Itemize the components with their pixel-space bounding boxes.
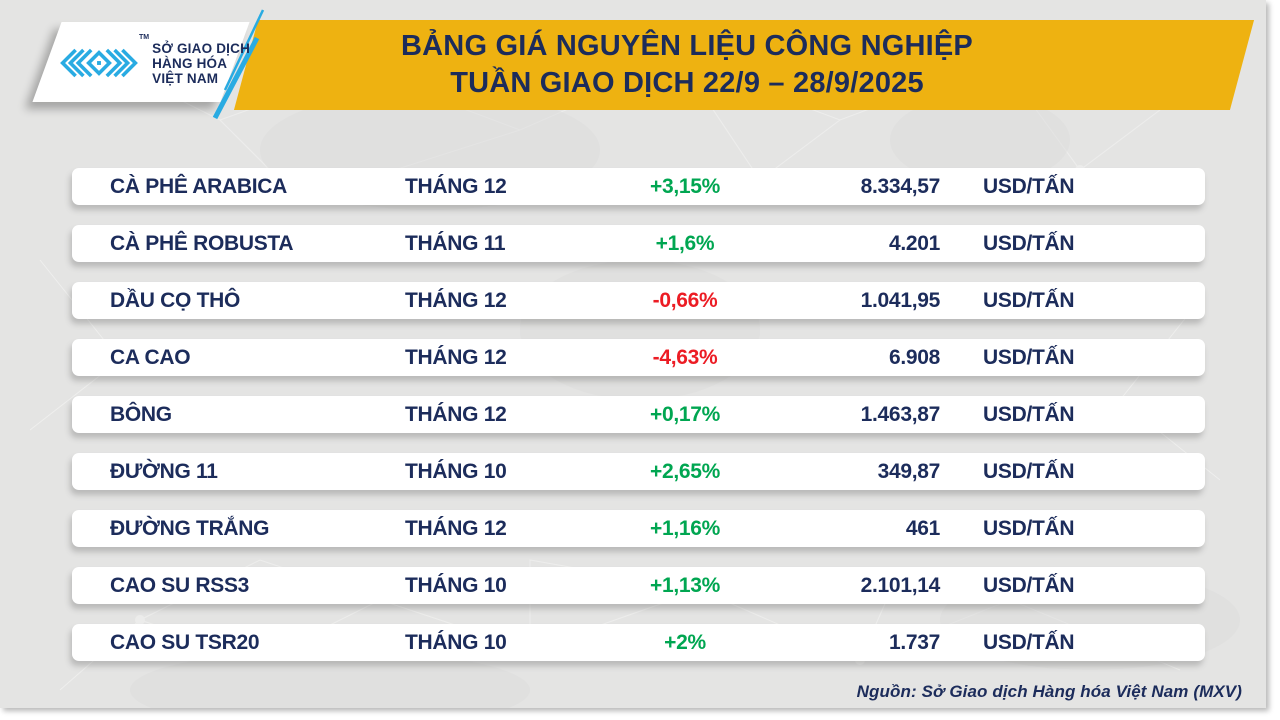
price-unit: USD/TẤN [983,516,1075,540]
table-row: CAO SU RSS3 THÁNG 10 +1,13% 2.101,14 USD… [72,567,1205,604]
trademark-symbol: TM [139,34,150,41]
commodity-name: CAO SU RSS3 [110,573,250,597]
price-value: 8.334,57 [860,174,941,198]
change-percent: -0,66% [652,288,718,312]
price-value: 349,87 [877,459,941,483]
change-percent: +1,6% [655,231,715,255]
mxv-logo-icon [60,48,138,78]
commodity-name: CAO SU TSR20 [110,630,260,654]
table-row: ĐƯỜNG TRẮNG THÁNG 12 +1,16% 461 USD/TẤN [72,510,1205,547]
price-value: 1.041,95 [860,288,941,312]
change-percent: +2% [664,630,706,654]
change-percent: +1,13% [649,573,720,597]
logo-org-line1: SỞ GIAO DỊCH [152,40,251,56]
price-unit: USD/TẤN [983,459,1075,483]
contract-month: THÁNG 12 [405,174,507,198]
table-row: CA CAO THÁNG 12 -4,63% 6.908 USD/TẤN [72,339,1205,376]
commodity-name: CA CAO [110,345,191,369]
price-unit: USD/TẤN [983,402,1075,426]
change-percent: -4,63% [652,345,718,369]
table-row: CAO SU TSR20 THÁNG 10 +2% 1.737 USD/TẤN [72,624,1205,661]
commodity-name: BÔNG [110,402,172,426]
change-percent: +3,15% [649,174,720,198]
infographic-canvas: BẢNG GIÁ NGUYÊN LIỆU CÔNG NGHIỆP TUẦN GI… [0,0,1266,708]
price-table: CÀ PHÊ ARABICA THÁNG 12 +3,15% 8.334,57 … [72,168,1205,681]
cyan-accent-stripes [212,9,265,120]
price-value: 6.908 [888,345,940,369]
contract-month: THÁNG 10 [405,459,507,483]
table-row: CÀ PHÊ ARABICA THÁNG 12 +3,15% 8.334,57 … [72,168,1205,205]
logo-org-name: SỞ GIAO DỊCH HÀNG HÓA VIỆT NAM [152,41,250,86]
contract-month: THÁNG 12 [405,402,507,426]
price-unit: USD/TẤN [983,630,1075,654]
change-percent: +2,65% [649,459,720,483]
contract-month: THÁNG 11 [405,231,506,255]
commodity-name: CÀ PHÊ ROBUSTA [110,231,294,255]
page-title-line2: TUẦN GIAO DỊCH 22/9 – 28/9/2025 [450,67,924,99]
price-unit: USD/TẤN [983,288,1075,312]
change-percent: +1,16% [649,516,720,540]
table-row: BÔNG THÁNG 12 +0,17% 1.463,87 USD/TẤN [72,396,1205,433]
contract-month: THÁNG 12 [405,345,507,369]
price-value: 461 [905,516,940,540]
change-percent: +0,17% [649,402,720,426]
contract-month: THÁNG 10 [405,573,507,597]
page-title-line1: BẢNG GIÁ NGUYÊN LIỆU CÔNG NGHIỆP [401,30,973,62]
price-value: 1.463,87 [860,402,941,426]
logo-org-line3: VIỆT NAM [152,70,219,86]
price-value: 1.737 [888,630,940,654]
price-unit: USD/TẤN [983,174,1075,198]
commodity-name: ĐƯỜNG 11 [110,459,218,483]
commodity-name: CÀ PHÊ ARABICA [110,174,288,198]
mxv-logo: TM SỞ GIAO DỊCH HÀNG HÓA VIỆT NAM [60,32,250,94]
table-row: CÀ PHÊ ROBUSTA THÁNG 11 +1,6% 4.201 USD/… [72,225,1205,262]
contract-month: THÁNG 12 [405,516,507,540]
price-unit: USD/TẤN [983,231,1075,255]
price-unit: USD/TẤN [983,345,1075,369]
logo-org-line2: HÀNG HÓA [152,55,228,71]
price-value: 4.201 [888,231,940,255]
table-row: ĐƯỜNG 11 THÁNG 10 +2,65% 349,87 USD/TẤN [72,453,1205,490]
page-title: BẢNG GIÁ NGUYÊN LIỆU CÔNG NGHIỆP TUẦN GI… [257,20,1117,110]
table-row: DẦU CỌ THÔ THÁNG 12 -0,66% 1.041,95 USD/… [72,282,1205,319]
price-value: 2.101,14 [860,573,941,597]
commodity-name: ĐƯỜNG TRẮNG [110,516,270,540]
commodity-name: DẦU CỌ THÔ [110,288,240,312]
price-unit: USD/TẤN [983,573,1075,597]
contract-month: THÁNG 12 [405,288,507,312]
source-note: Nguồn: Sở Giao dịch Hàng hóa Việt Nam (M… [856,682,1242,701]
contract-month: THÁNG 10 [405,630,507,654]
